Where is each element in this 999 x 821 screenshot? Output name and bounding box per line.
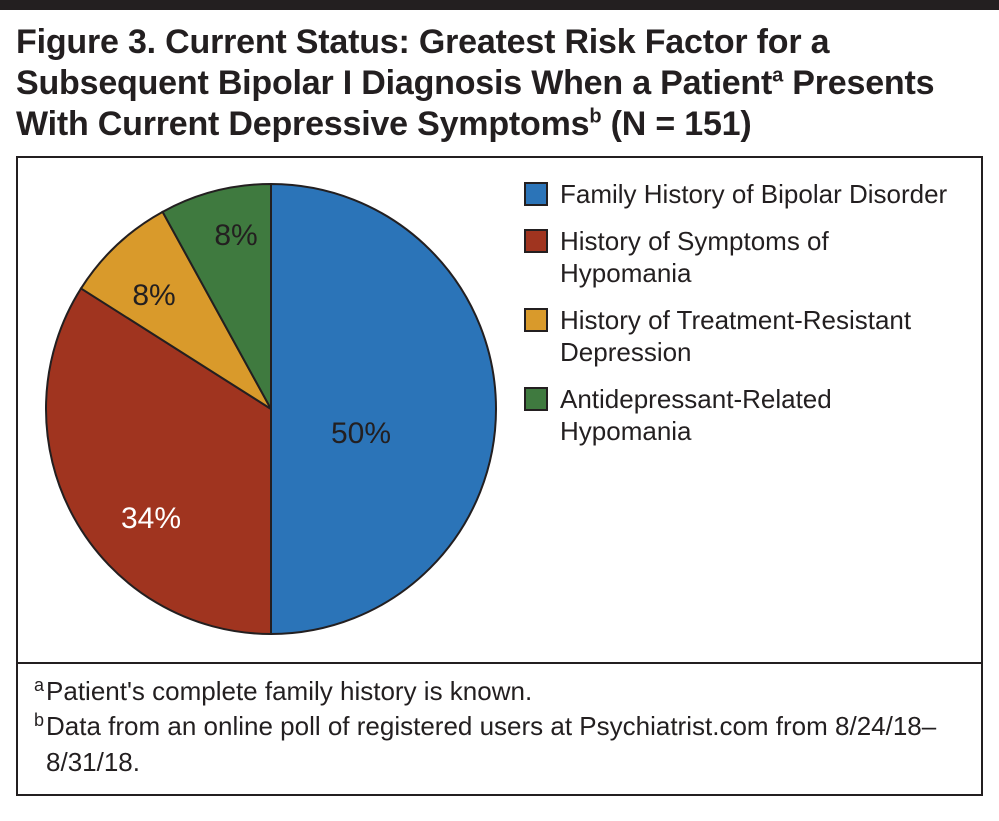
legend-item: History of Treatment-Resistant Depressio…	[524, 304, 963, 369]
footnote-marker: a	[34, 676, 44, 694]
footnote-text: Data from an online poll of registered u…	[46, 709, 965, 779]
legend-swatch	[524, 308, 548, 332]
legend: Family History of Bipolar Disorder Histor…	[524, 174, 963, 462]
legend-label: History of Treatment-Resistant Depressio…	[560, 304, 963, 369]
pie-data-label: 8%	[214, 219, 257, 253]
legend-label: Family History of Bipolar Disorder	[560, 178, 963, 211]
pie-slice	[271, 184, 496, 634]
footnote: bData from an online poll of registered …	[34, 709, 965, 779]
legend-label: Antidepressant-Related Hypomania	[560, 383, 963, 448]
figure-wrap: Figure 3. Current Status: Greatest Risk …	[0, 0, 999, 821]
chart-row: 50% 34% 8% 8% Family History of Bipolar Dis…	[36, 174, 963, 644]
legend-item: History of Symptoms of Hypomania	[524, 225, 963, 290]
legend-swatch	[524, 229, 548, 253]
footnote-marker: b	[34, 711, 44, 729]
legend-item: Antidepressant-Related Hypomania	[524, 383, 963, 448]
chart-box: 50% 34% 8% 8% Family History of Bipolar Dis…	[16, 156, 983, 664]
pie-svg	[36, 174, 506, 644]
legend-label: History of Symptoms of Hypomania	[560, 225, 963, 290]
figure-title: Figure 3. Current Status: Greatest Risk …	[0, 10, 999, 156]
pie-data-label: 8%	[132, 279, 175, 313]
legend-swatch	[524, 182, 548, 206]
top-rule	[0, 0, 999, 10]
legend-swatch	[524, 387, 548, 411]
footnote-text: Patient's complete family history is kno…	[46, 674, 965, 709]
pie-data-label: 34%	[121, 502, 181, 536]
footnote: aPatient's complete family history is kn…	[34, 674, 965, 709]
pie-data-label: 50%	[331, 417, 391, 451]
footnote-box: aPatient's complete family history is kn…	[16, 664, 983, 795]
pie-chart: 50% 34% 8% 8%	[36, 174, 506, 644]
legend-item: Family History of Bipolar Disorder	[524, 178, 963, 211]
